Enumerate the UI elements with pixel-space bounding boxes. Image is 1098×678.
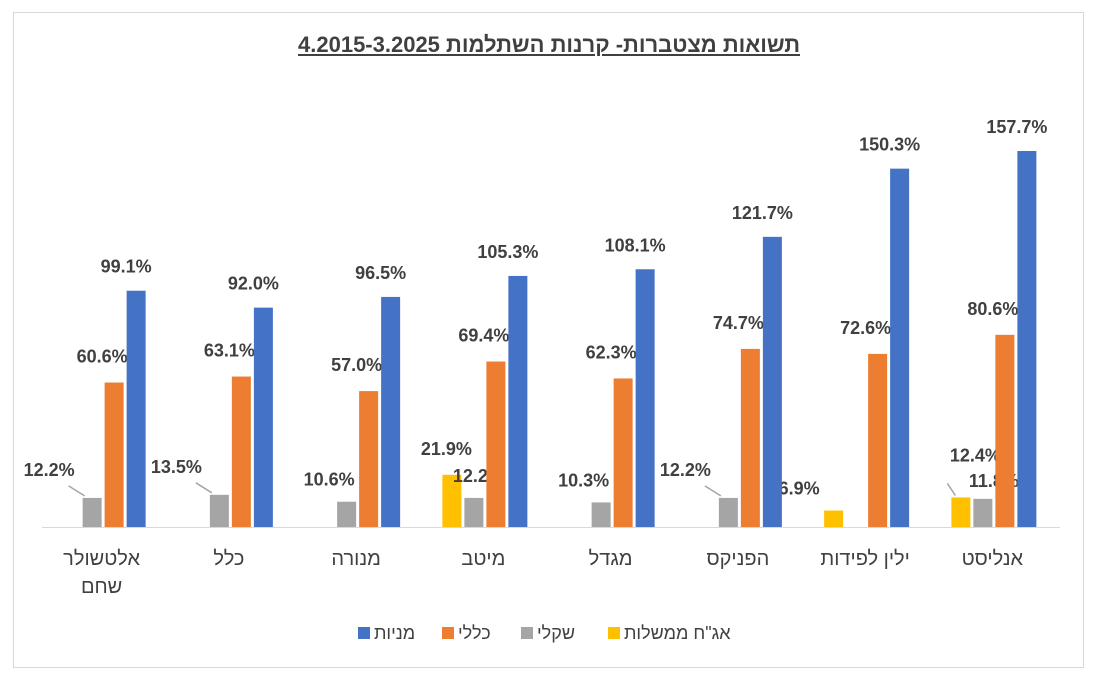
category-label: אלטשולר [63,548,140,570]
data-label: 99.1% [101,257,152,277]
data-label: 108.1% [605,235,666,255]
bar [995,334,1015,527]
data-label: 150.3% [859,135,920,155]
data-label: 121.7% [732,203,793,223]
bar [209,494,229,527]
data-label: 6.9% [779,479,820,499]
label-leader-line [704,485,722,497]
bar [231,376,251,527]
bar [337,501,357,527]
data-label: 69.4% [458,326,509,346]
label-leader-line [195,482,213,494]
category-label: הפניקס [706,548,769,570]
legend-swatch [442,627,454,639]
bar [1017,151,1037,527]
data-label: 12.4% [950,445,1001,465]
data-label: 13.5% [151,457,202,477]
data-label: 63.1% [204,341,255,361]
bar [442,474,462,527]
bar [824,510,844,527]
data-label: 57.0% [331,355,382,375]
category-label: מיטב [461,548,505,570]
bar [890,168,910,528]
bar [635,269,655,527]
data-label: 10.3% [558,470,609,490]
category-label: ילין לפידות [820,548,909,570]
legend-swatch [521,627,533,639]
legend-label: שקלי [537,623,575,643]
bar [381,296,401,527]
bar [359,391,379,527]
bar [613,378,633,527]
data-label: 21.9% [421,439,472,459]
bar [718,497,738,527]
legend-label: מניות [374,623,415,643]
category-label: כלל [213,548,244,570]
bar [508,275,528,527]
data-label: 62.3% [586,342,637,362]
bar [740,348,760,527]
data-label: 74.7% [713,313,764,333]
data-label: 12.2% [24,460,75,480]
bar [951,497,971,527]
data-label: 80.6% [967,299,1018,319]
data-label: 12.2% [660,460,711,480]
category-label: שחם [81,576,122,598]
bar [253,307,273,527]
legend-label: אג"ח ממשלות [624,623,731,643]
bar [82,497,102,527]
data-label: 72.6% [840,318,891,338]
data-label: 157.7% [986,117,1047,137]
bar [868,353,888,527]
label-leader-line [946,483,956,496]
chart-title: תשואות מצטברות- קרנות השתלמות 4.2015-3.2… [298,32,800,57]
bar [762,236,782,527]
bar [486,361,506,527]
legend-swatch [608,627,620,639]
category-label: מנורה [331,548,380,570]
legend-label: כללי [458,623,491,643]
data-label: 92.0% [228,274,279,294]
category-label: אנליסט [962,548,1024,570]
data-label: 105.3% [477,242,538,262]
data-label: 96.5% [355,263,406,283]
legend-swatch [358,627,370,639]
bar [104,382,124,527]
label-leader-line [68,485,86,497]
data-label: 60.6% [77,347,128,367]
bar [464,497,484,527]
bar [591,502,611,527]
data-label: 10.6% [304,470,355,490]
bar [973,498,993,527]
bar [126,290,146,527]
category-label: מגדל [589,548,633,570]
